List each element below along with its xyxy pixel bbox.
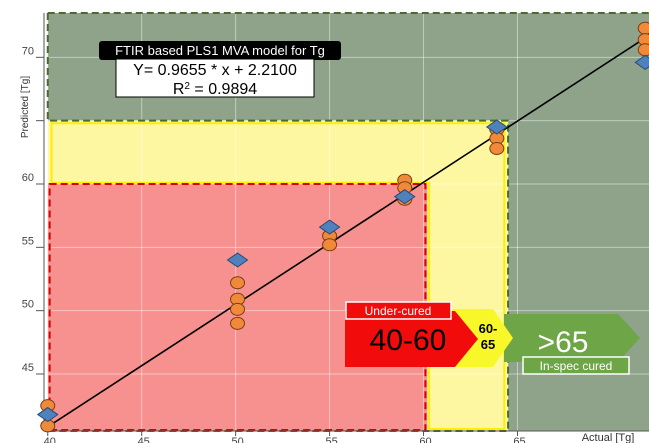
- y-tick-label: 60: [22, 172, 34, 184]
- data-point-circle: [637, 21, 649, 35]
- mid-range-line1: 60-: [479, 321, 498, 336]
- data-point-circle: [230, 302, 246, 316]
- data-point-diamond: [318, 219, 341, 235]
- under-cured-range-label: 40-60: [370, 324, 447, 357]
- data-point-circle: [230, 276, 246, 290]
- under-cured-arrow: [345, 311, 478, 367]
- y-tick-label: 45: [22, 362, 34, 374]
- data-point-diamond: [226, 252, 249, 268]
- model-title: FTIR based PLS1 MVA model for Tg: [115, 43, 325, 58]
- regression-equation: Y= 0.9655 * x + 2.2100: [133, 62, 297, 79]
- cured-arrow: [504, 314, 640, 362]
- axes: 45 50 55 60 70 40 45 50 55 60 65: [22, 13, 649, 443]
- model-equation-box: [115, 58, 315, 98]
- fit-line: [47, 34, 649, 428]
- cure-state-legend: >65 In-spec cured 60- 65 40-60 Under-cur…: [345, 301, 640, 375]
- transition-zone-border: [50, 122, 506, 430]
- y-axis-title: Predicted [Tg]: [20, 76, 31, 138]
- zone-borders: [46, 12, 649, 432]
- data-point-circle: [637, 43, 649, 57]
- data-point-diamond: [36, 406, 59, 423]
- y-tick-label: 55: [22, 235, 34, 247]
- data-point-diamond: [393, 189, 416, 205]
- x-axis-title: Actual [Tg]: [582, 432, 635, 443]
- regression-line: [47, 34, 649, 428]
- under-cured-tag-box: [345, 301, 452, 320]
- data-point-diamond: [634, 54, 649, 71]
- data-points: [36, 21, 649, 433]
- in-spec-zone-border: [46, 12, 649, 432]
- model-title-bar: [99, 41, 341, 60]
- data-point-circle: [230, 316, 246, 330]
- x-tick-label: 60: [419, 436, 431, 443]
- cured-tag-box: [522, 356, 630, 375]
- data-point-circle: [489, 142, 505, 156]
- x-tick-label: 65: [513, 436, 525, 443]
- y-tick-label: 70: [22, 45, 34, 57]
- data-point-circle: [322, 238, 338, 252]
- x-tick-label: 50: [232, 436, 244, 443]
- cured-tag: In-spec cured: [540, 359, 613, 373]
- under-cured-tag: Under-cured: [365, 304, 432, 318]
- x-tick-label: 55: [325, 436, 337, 443]
- y-tick-label: 50: [22, 299, 34, 311]
- x-tick-label: 40: [44, 436, 56, 443]
- mid-range-line2: 65: [481, 337, 495, 352]
- data-point-diamond: [485, 119, 508, 135]
- zone-transition: [427, 120, 509, 432]
- r-squared: R2 = 0.9894: [173, 81, 257, 99]
- cured-range-label: >65: [538, 326, 589, 359]
- x-tick-label: 45: [138, 436, 150, 443]
- under-cured-zone-border: [48, 183, 427, 431]
- model-annotation: FTIR based PLS1 MVA model for Tg Y= 0.96…: [99, 41, 341, 98]
